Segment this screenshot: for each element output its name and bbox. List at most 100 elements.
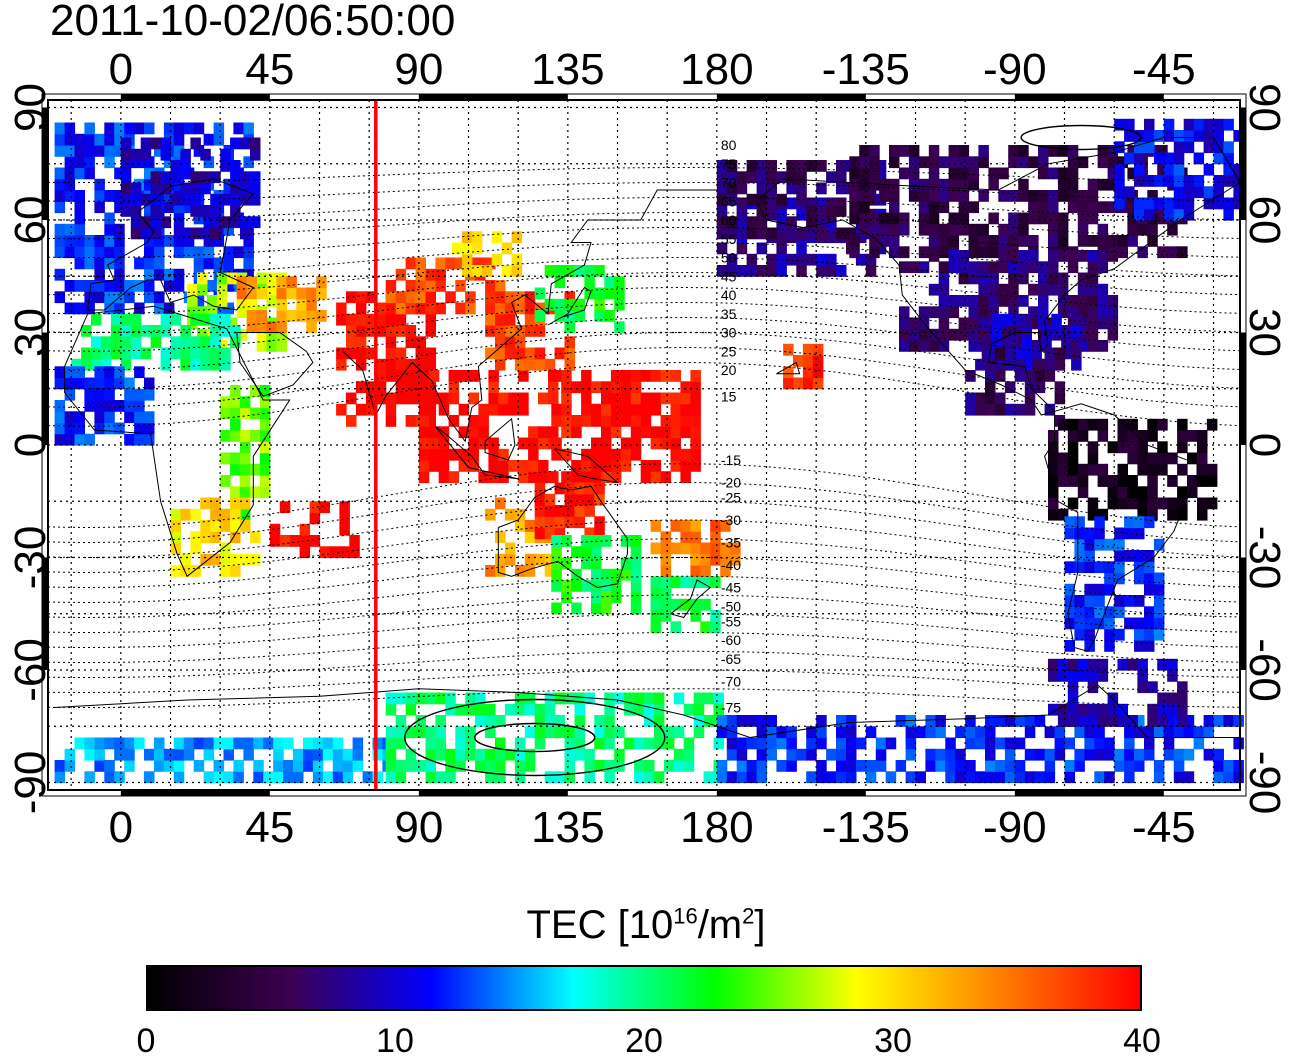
tec-cell xyxy=(488,471,499,484)
tec-cell xyxy=(1054,748,1066,761)
contour-label: -25 xyxy=(721,490,741,506)
tec-cell xyxy=(746,227,758,240)
tec-cell xyxy=(163,156,175,169)
tec-cell xyxy=(534,516,546,529)
tec-cell xyxy=(1167,475,1178,487)
tec-cell xyxy=(475,760,486,772)
tec-cell xyxy=(650,621,662,634)
tec-cell xyxy=(736,737,748,750)
tec-cell xyxy=(660,471,672,484)
tec-cell xyxy=(865,726,877,739)
tec-cell xyxy=(1183,186,1195,199)
contour-label: 25 xyxy=(721,343,737,359)
tec-cell xyxy=(495,325,506,337)
coastline xyxy=(236,332,314,397)
tec-cell xyxy=(918,201,930,214)
tec-cell xyxy=(210,216,221,229)
tec-cell xyxy=(1213,186,1224,199)
tec-cell xyxy=(236,295,248,307)
tec-cell xyxy=(786,737,797,750)
tec-cell xyxy=(1187,430,1198,442)
tec-cell xyxy=(438,392,450,405)
tec-cell xyxy=(1134,572,1145,585)
tec-cell xyxy=(170,336,181,349)
tec-cell xyxy=(405,692,417,705)
tec-cell xyxy=(985,748,996,761)
tec-cell xyxy=(806,726,817,739)
tec-cell xyxy=(1117,475,1128,487)
tec-cell xyxy=(524,358,536,371)
tec-cell xyxy=(200,171,211,184)
tec-cell xyxy=(240,430,251,442)
tec-cell xyxy=(716,171,728,184)
tec-cell xyxy=(551,602,562,615)
tec-cell xyxy=(64,388,76,401)
tec-cell xyxy=(1008,156,1019,169)
tec-cell xyxy=(846,760,857,772)
tec-cell xyxy=(94,190,105,202)
tec-cell xyxy=(1024,748,1036,761)
tec-cell xyxy=(1057,283,1069,296)
tec-cell xyxy=(816,160,827,172)
tec-cell xyxy=(726,265,738,277)
tec-cell xyxy=(584,760,595,772)
tec-cell xyxy=(1144,572,1155,585)
tec-cell xyxy=(425,302,436,315)
tec-cell xyxy=(200,313,211,326)
tec-cell xyxy=(1008,306,1019,319)
tec-cell xyxy=(1203,141,1215,154)
tec-cell xyxy=(64,411,76,424)
tec-cell xyxy=(1087,317,1099,330)
tec-cell xyxy=(438,403,450,416)
tec-cell xyxy=(1137,441,1148,454)
tec-cell xyxy=(240,452,251,465)
tec-cell xyxy=(173,737,185,750)
tec-cell xyxy=(1077,430,1089,442)
tec-cell xyxy=(1061,325,1072,337)
right-lat-label: -30 xyxy=(1240,526,1289,590)
tec-cell xyxy=(346,415,357,427)
tec-cell xyxy=(978,283,989,296)
tec-cell xyxy=(981,336,993,349)
tec-cell xyxy=(716,227,728,240)
tec-cell xyxy=(554,771,566,784)
tec-cell xyxy=(346,291,357,304)
tec-cell xyxy=(726,160,738,172)
tec-cell xyxy=(594,310,605,322)
tec-cell xyxy=(1048,475,1059,487)
tec-cell xyxy=(223,737,234,750)
contour-label: -15 xyxy=(721,452,741,468)
tec-cell xyxy=(1087,497,1099,510)
tec-cell xyxy=(104,291,115,304)
contour-label: -45 xyxy=(721,580,741,596)
tec-cell xyxy=(1067,250,1079,262)
tec-cell xyxy=(1087,283,1099,296)
tec-cell xyxy=(1014,737,1026,750)
tec-cell xyxy=(240,508,251,521)
tec-cell xyxy=(478,437,489,450)
tec-cell xyxy=(230,137,241,150)
tec-cell xyxy=(74,433,85,446)
tec-cell xyxy=(849,201,860,214)
tec-cell xyxy=(1114,197,1125,210)
tec-cell xyxy=(958,156,970,169)
tec-cell xyxy=(230,565,241,577)
tec-cell xyxy=(94,257,105,270)
tec-cell xyxy=(905,748,917,761)
tec-cell xyxy=(1187,452,1198,465)
tec-cell xyxy=(673,760,685,772)
tec-cell xyxy=(544,726,556,739)
tec-cell xyxy=(144,291,155,304)
tec-cell xyxy=(938,201,950,214)
tec-cell xyxy=(1067,497,1079,510)
tec-cell xyxy=(571,426,582,439)
tec-cell xyxy=(276,276,287,289)
tec-cell xyxy=(1084,561,1095,574)
top-lon-label: -90 xyxy=(983,45,1047,94)
tec-cell xyxy=(230,193,241,206)
tec-cell xyxy=(836,197,847,210)
tec-cell xyxy=(1097,670,1109,682)
tec-cell xyxy=(485,703,496,716)
tec-cell xyxy=(1021,347,1032,360)
tec-cell xyxy=(713,692,724,705)
